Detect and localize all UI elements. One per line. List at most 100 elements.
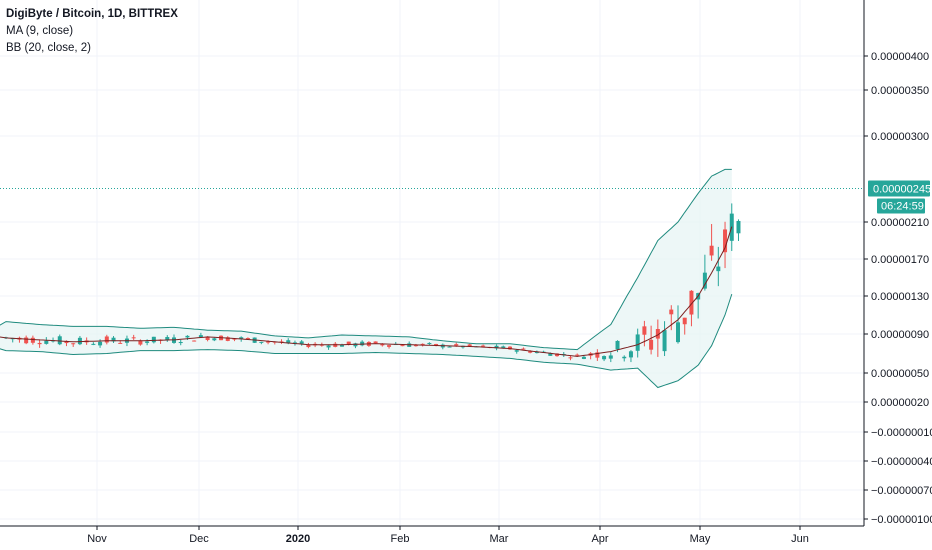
candle-body <box>655 329 660 339</box>
candle-body <box>548 353 553 356</box>
candle[interactable] <box>723 221 728 269</box>
candle-body <box>118 342 123 344</box>
bb-indicator-label[interactable]: BB (20, close, 2) <box>6 42 92 54</box>
candle-body <box>528 351 533 353</box>
candle[interactable] <box>521 347 526 350</box>
candle[interactable] <box>326 344 331 350</box>
candle-body <box>508 346 512 350</box>
candle[interactable] <box>57 334 62 346</box>
candle-body <box>716 266 721 272</box>
candle[interactable] <box>481 344 486 347</box>
symbol-title[interactable]: DigiByte / Bitcoin, 1D, BITTREX <box>6 8 178 20</box>
bollinger-upper-line <box>0 168 732 351</box>
candle[interactable] <box>602 355 607 362</box>
ma-line <box>0 226 733 357</box>
candle[interactable] <box>353 342 358 349</box>
candle[interactable] <box>676 305 680 344</box>
candle-body <box>514 350 519 352</box>
candle[interactable] <box>655 319 660 357</box>
candle-body <box>427 342 432 344</box>
candle[interactable] <box>595 349 600 361</box>
ma-indicator-label[interactable]: MA (9, close) <box>6 25 74 37</box>
candle[interactable] <box>104 334 109 345</box>
candle[interactable] <box>37 339 42 348</box>
candle[interactable] <box>427 342 432 346</box>
candle[interactable] <box>494 344 499 351</box>
candle-body <box>494 345 499 349</box>
candle-body <box>420 343 425 346</box>
candle-body <box>205 336 210 340</box>
candle[interactable] <box>71 342 76 347</box>
candle-body <box>71 343 76 345</box>
candle[interactable] <box>360 340 365 347</box>
candle[interactable] <box>91 342 96 346</box>
price-axis-label: 0.00000210 <box>871 217 929 229</box>
candle-body <box>225 337 230 341</box>
candle-body <box>555 353 560 357</box>
candle[interactable] <box>568 355 573 361</box>
candle[interactable] <box>198 332 203 338</box>
candle[interactable] <box>131 334 136 340</box>
candle-body <box>387 345 392 347</box>
candle[interactable] <box>77 335 82 346</box>
candle-body <box>98 341 103 346</box>
candle-body <box>286 340 291 344</box>
candle-body <box>346 341 351 345</box>
candle-body <box>709 245 714 256</box>
price-axis-label: −0.00000100 <box>871 514 932 526</box>
candle[interactable] <box>111 336 116 344</box>
price-axis-label: 0.00000170 <box>871 254 929 266</box>
candle-body <box>682 317 687 325</box>
candle-body <box>501 346 506 349</box>
candle-body <box>615 340 620 350</box>
candle[interactable] <box>669 305 674 331</box>
candle-body <box>628 351 633 358</box>
candle-body <box>77 337 82 345</box>
time-axis[interactable]: Nov Dec 2020 Feb Mar Apr May Jun <box>87 526 809 545</box>
candle[interactable] <box>165 335 170 342</box>
candle[interactable] <box>608 352 613 363</box>
candle[interactable] <box>225 336 230 342</box>
candle[interactable] <box>716 246 721 287</box>
candle-body <box>595 352 600 358</box>
candle[interactable] <box>212 337 217 342</box>
candle-body <box>57 336 62 345</box>
candle[interactable] <box>736 219 741 242</box>
candle[interactable] <box>622 355 627 362</box>
candle-body <box>266 341 271 343</box>
candle[interactable] <box>662 321 667 357</box>
candle[interactable] <box>259 341 264 345</box>
candle-body <box>30 337 35 343</box>
candle[interactable] <box>387 344 392 349</box>
time-axis-label: Feb <box>391 533 410 545</box>
candle[interactable] <box>514 349 519 354</box>
candle[interactable] <box>24 335 29 345</box>
candlesticks[interactable] <box>4 203 741 363</box>
candle[interactable] <box>178 339 183 346</box>
last-price-label: 0.00000245 <box>873 184 931 196</box>
chart-legend[interactable]: DigiByte / Bitcoin, 1D, BITTREX MA (9, c… <box>6 6 178 57</box>
candle[interactable] <box>192 340 197 342</box>
candle[interactable] <box>635 328 640 358</box>
candle[interactable] <box>709 224 714 261</box>
candle[interactable] <box>508 346 512 350</box>
candle[interactable] <box>628 350 633 363</box>
candle[interactable] <box>682 317 687 335</box>
candle[interactable] <box>232 338 237 342</box>
candle[interactable] <box>642 320 647 347</box>
candle-body <box>622 356 627 359</box>
price-axis-label: 0.00000090 <box>871 329 929 341</box>
time-axis-label: Jun <box>791 533 809 545</box>
candle[interactable] <box>44 337 49 345</box>
candle[interactable] <box>306 342 311 349</box>
time-axis-label: Mar <box>490 533 509 545</box>
candle[interactable] <box>649 325 654 355</box>
candle[interactable] <box>689 290 694 327</box>
price-axis[interactable]: 0.00000400 0.00000350 0.00000300 0.00000210… <box>864 51 932 526</box>
candle[interactable] <box>30 335 35 345</box>
candle[interactable] <box>299 339 304 346</box>
candle-body <box>306 345 311 348</box>
candle-body <box>165 337 170 341</box>
candle-body <box>447 346 452 348</box>
